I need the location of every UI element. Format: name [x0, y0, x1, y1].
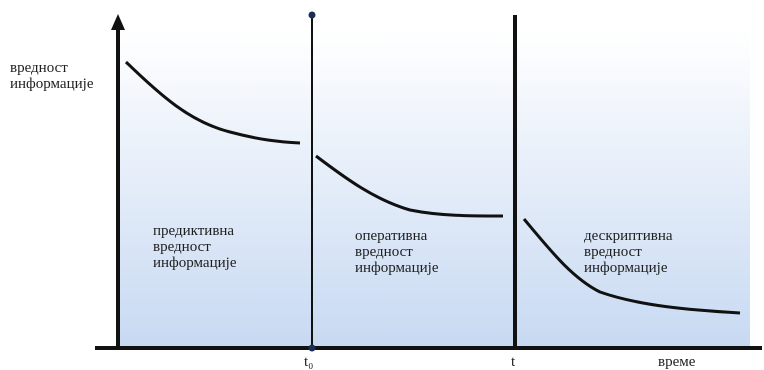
descriptive-label-line-3: информације [584, 260, 668, 276]
operative-value-curve [315, 154, 504, 218]
descriptive-region-label: дескриптивна вредност информације [584, 228, 673, 276]
y-axis-label-line-1: вредност [10, 60, 68, 76]
operative-label-line-2: вредност [355, 244, 413, 260]
y-axis-label: вредност информације [10, 60, 93, 92]
t-label: t [511, 354, 516, 370]
t0-label: t₀ [304, 354, 314, 370]
y-axis-arrow-icon [111, 14, 125, 30]
x-axis-label: време [658, 354, 696, 370]
predictive-label-line-3: информације [153, 255, 237, 271]
operative-region-label: оперативна вредност информације [355, 228, 438, 276]
descriptive-label-line-1: дескриптивна [584, 228, 673, 244]
y-axis-label-line-2: информације [10, 76, 94, 92]
predictive-label-line-1: предиктивна [153, 223, 235, 239]
t0-top-dot [308, 11, 316, 19]
plot-background [118, 30, 750, 347]
operative-label-line-3: информације [355, 260, 439, 276]
predictive-value-curve [124, 60, 301, 145]
operative-label-line-1: оперативна [355, 228, 428, 244]
predictive-label-line-2: вредност [153, 239, 211, 255]
descriptive-value-curve [522, 218, 741, 315]
predictive-region-label: предиктивна вредност информације [153, 223, 236, 271]
descriptive-label-line-2: вредност [584, 244, 642, 260]
t0-bottom-dot [308, 344, 316, 352]
